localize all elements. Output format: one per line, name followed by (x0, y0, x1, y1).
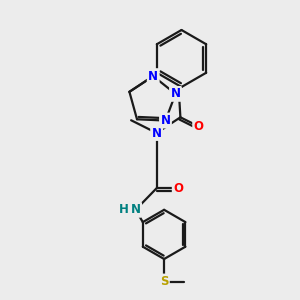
Text: H: H (119, 203, 129, 216)
Text: O: O (173, 182, 183, 195)
Text: N: N (152, 127, 162, 140)
Text: O: O (194, 120, 204, 133)
Text: N: N (148, 70, 158, 83)
Text: N: N (170, 87, 181, 101)
Text: S: S (160, 275, 168, 288)
Text: N: N (160, 114, 170, 127)
Text: N: N (130, 203, 141, 216)
